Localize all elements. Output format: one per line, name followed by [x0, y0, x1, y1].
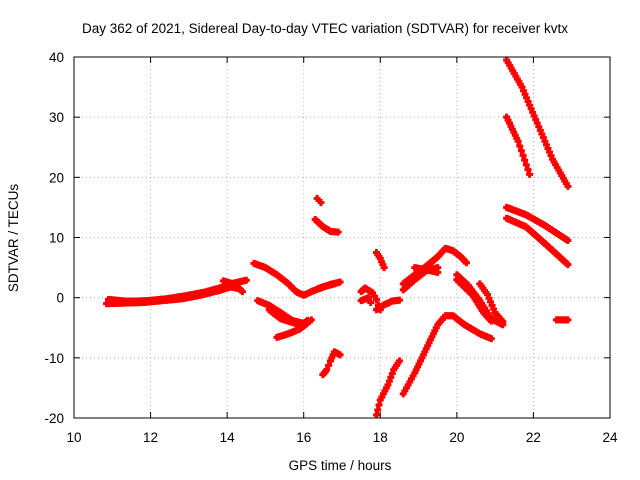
series-track-28 — [552, 316, 572, 324]
series-track-27 — [503, 214, 572, 269]
series-track-24 — [503, 56, 572, 190]
y-tick-label: -10 — [44, 351, 64, 366]
y-tick-label: 20 — [49, 170, 64, 185]
chart-title: Day 362 of 2021, Sidereal Day-to-day VTE… — [82, 21, 568, 36]
data-point — [317, 199, 325, 207]
data-point — [334, 228, 342, 236]
data-point — [367, 298, 375, 306]
y-axis-label: SDTVAR / TECUs — [6, 184, 21, 293]
series-track-4 — [250, 259, 338, 299]
series-track-13 — [357, 294, 375, 306]
data-point — [372, 295, 380, 303]
data-point — [517, 147, 525, 155]
data-point — [238, 288, 246, 296]
y-tick-label: 0 — [56, 291, 64, 306]
data-point — [434, 268, 442, 276]
data-point — [564, 261, 572, 269]
data-point — [564, 237, 572, 245]
data-point — [242, 276, 250, 284]
x-tick-label: 18 — [373, 430, 388, 445]
y-tick-label: 40 — [49, 50, 64, 65]
x-tick-label: 20 — [449, 430, 464, 445]
data-points — [103, 56, 572, 419]
series-track-10 — [319, 348, 344, 379]
data-point — [395, 296, 403, 304]
series-track-14 — [372, 249, 388, 272]
x-tick-label: 24 — [602, 430, 618, 445]
series-track-26 — [503, 203, 572, 245]
data-point — [522, 161, 530, 169]
data-point — [380, 264, 388, 272]
x-tick-label: 16 — [296, 430, 311, 445]
series-track-15 — [372, 296, 403, 314]
x-tick-label: 14 — [220, 430, 236, 445]
series-track-23 — [476, 280, 507, 326]
series-track-20 — [411, 264, 442, 276]
data-point — [325, 361, 333, 369]
y-tick-label: -20 — [44, 411, 64, 426]
data-point — [336, 278, 344, 286]
x-tick-label: 22 — [526, 430, 541, 445]
series-track-8 — [311, 215, 342, 236]
data-point — [514, 137, 522, 145]
x-tick-label: 12 — [143, 430, 158, 445]
series-track-17 — [399, 312, 495, 398]
series-track-7 — [273, 316, 315, 341]
data-point — [365, 294, 373, 302]
series-track-6 — [265, 306, 300, 328]
data-point — [519, 151, 527, 159]
data-point — [323, 366, 331, 374]
data-point — [516, 142, 524, 150]
data-point — [336, 351, 344, 359]
data-point — [487, 317, 495, 325]
series-track-9 — [313, 194, 325, 207]
y-tick-label: 30 — [49, 110, 64, 125]
series-track-22 — [453, 276, 495, 325]
x-axis-label: GPS time / hours — [289, 458, 392, 473]
series-track-11 — [315, 278, 344, 293]
data-point — [292, 320, 300, 328]
data-point — [564, 316, 572, 324]
data-point — [564, 182, 572, 190]
data-point — [499, 318, 507, 326]
data-point — [526, 170, 534, 178]
axis-ticks: 10 12 14 16 18 20 22 24 -20 -10 0 10 20 30 40 — [44, 50, 618, 445]
series-track-25 — [503, 113, 534, 178]
series-track-2 — [104, 276, 250, 305]
data-point — [462, 259, 470, 267]
x-tick-label: 10 — [66, 430, 81, 445]
data-point — [521, 156, 529, 164]
series-track-3 — [219, 277, 246, 296]
data-point — [395, 357, 403, 365]
data-point — [307, 316, 315, 324]
series-track-16 — [372, 357, 403, 419]
y-tick-label: 10 — [49, 231, 64, 246]
data-point — [524, 166, 532, 174]
data-point — [487, 335, 495, 343]
